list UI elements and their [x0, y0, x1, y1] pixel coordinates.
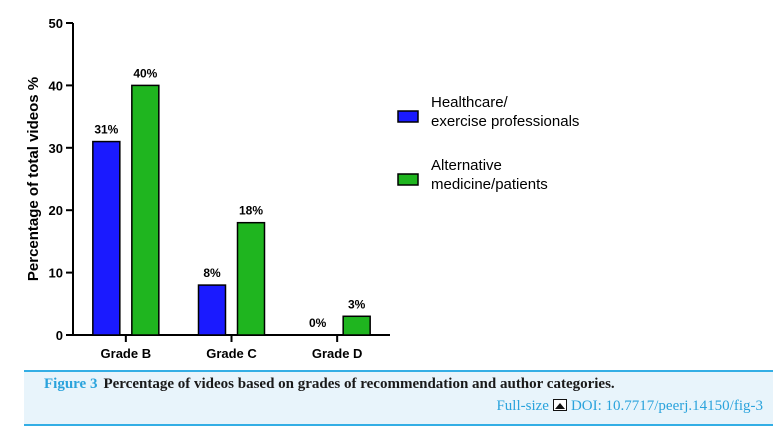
figure-caption-box: Figure 3 Percentage of videos based on gr…	[24, 370, 773, 426]
figure-caption: Figure 3 Percentage of videos based on gr…	[44, 376, 615, 393]
y-tick-label: 30	[49, 141, 63, 156]
y-tick-label: 50	[49, 16, 63, 31]
legend-swatch	[397, 173, 419, 186]
figure-caption-text: Percentage of videos based on grades of …	[103, 376, 615, 392]
figure-links: Full-size DOI: 10.7717/peerj.14150/fig-3	[496, 398, 763, 415]
y-tick-label: 40	[49, 78, 63, 93]
x-tick-label: Grade B	[101, 346, 152, 361]
data-label: 8%	[203, 266, 221, 280]
bar-alternative	[236, 221, 266, 336]
y-axis-label: Percentage of total videos %	[25, 77, 42, 281]
full-size-link[interactable]: Full-size	[496, 398, 549, 414]
figure-number[interactable]: Figure 3	[44, 376, 98, 392]
x-tick-label: Grade D	[312, 346, 363, 361]
bar-alternative	[342, 315, 371, 336]
chart-area: 0 10 20 30 40 50 Percentage of total videos % G…	[25, 16, 579, 361]
data-label: 0%	[309, 316, 327, 330]
y-tick-label: 0	[56, 328, 63, 343]
bar-chart: 0 10 20 30 40 50 Percentage of total videos % G…	[25, 16, 579, 361]
data-label: 3%	[348, 297, 366, 311]
y-tick-label: 20	[49, 203, 63, 218]
data-label: 31%	[94, 123, 118, 137]
image-icon[interactable]	[552, 399, 567, 411]
doi-link[interactable]: DOI: 10.7717/peerj.14150/fig-3	[570, 398, 763, 414]
legend-entry: Alternative medicine/patients	[431, 157, 548, 193]
bar-healthcare	[197, 284, 227, 336]
x-tick-label: Grade C	[206, 346, 257, 361]
y-tick-label: 10	[49, 266, 63, 281]
data-label: 40%	[133, 66, 157, 80]
legend-entry: Healthcare/exercise professionals	[431, 94, 579, 130]
legend-swatch	[397, 110, 419, 123]
bar-healthcare	[92, 140, 121, 336]
bar-alternative	[131, 84, 160, 336]
data-label: 18%	[239, 204, 263, 218]
